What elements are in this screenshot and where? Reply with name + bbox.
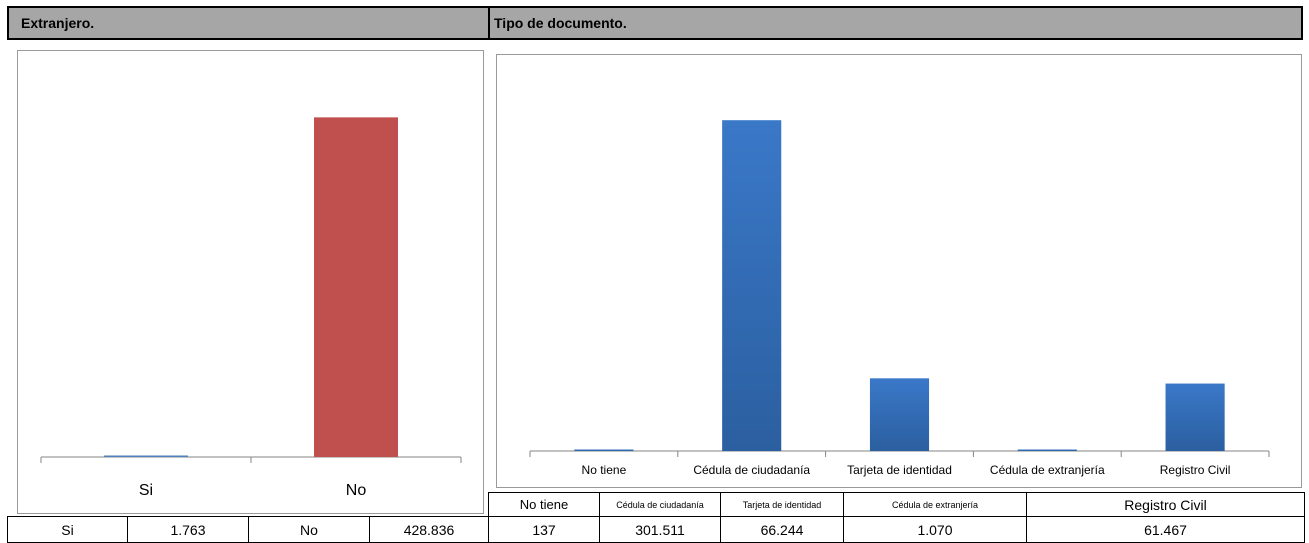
value-cell-si: 1.763 [127,516,249,543]
extranjero-chart: Si No [17,50,484,514]
value-cell-no: 428.836 [369,516,489,543]
value-cell-si-label: Si [7,516,128,543]
extranjero-chart-svg: Si No [40,117,462,499]
value-cell-tarjeta-identidad: 66.244 [720,516,844,543]
tipo-documento-chart-svg: No tiene Cédula de ciudadanía Tarjeta de i… [529,120,1270,477]
bar-tarjeta-de-identidad [869,378,930,451]
tipo-documento-title: Tipo de documento. [494,15,627,31]
value-cell-registro-civil: 61.467 [1026,516,1305,543]
value-cell-no-tiene: 137 [488,516,600,543]
value-cell-cedula-ciudadania: 301.511 [599,516,721,543]
value-cell-no-label: No [248,516,370,543]
tipo-documento-header-table: No tiene Cédula de ciudadanía Tarjeta de… [488,492,1305,517]
x-tick-label-si: Si [139,482,153,499]
tipo-documento-header: Tipo de documento. [488,6,1303,40]
extranjero-title: Extranjero. [21,15,95,31]
header-cell-cedula-extranjeria: Cédula de extranjería [843,492,1027,517]
bar-no-tiene [574,449,634,451]
tipo-documento-chart: No tiene Cédula de ciudadanía Tarjeta de i… [496,54,1302,488]
x-tick-label-cedula-de-extranjeria: Cédula de extranjería [990,463,1105,477]
x-tick-label-cedula-de-ciudadania: Cédula de ciudadanía [693,463,810,477]
bar-cedula-de-ciudadania [722,120,782,451]
x-tick-label-registro-civil: Registro Civil [1160,463,1231,477]
values-table: Si 1.763 No 428.836 137 301.511 66.244 1… [7,516,1305,543]
x-tick-label-no-tiene: No tiene [582,463,627,477]
bar-registro-civil [1165,383,1225,451]
x-tick-label-no: No [346,482,367,499]
header-cell-registro-civil: Registro Civil [1026,492,1305,517]
bar-cedula-de-extranjeria [1017,449,1077,451]
header-cell-cedula-ciudadania: Cédula de ciudadanía [599,492,721,517]
value-cell-cedula-extranjeria: 1.070 [843,516,1027,543]
extranjero-header: Extranjero. [7,6,490,40]
x-tick-label-tarjeta-de-identidad: Tarjeta de identidad [847,463,952,477]
bar-no [314,117,398,458]
bar-si [104,455,188,457]
header-cell-tarjeta-identidad: Tarjeta de identidad [720,492,844,517]
header-cell-no-tiene: No tiene [488,492,600,517]
